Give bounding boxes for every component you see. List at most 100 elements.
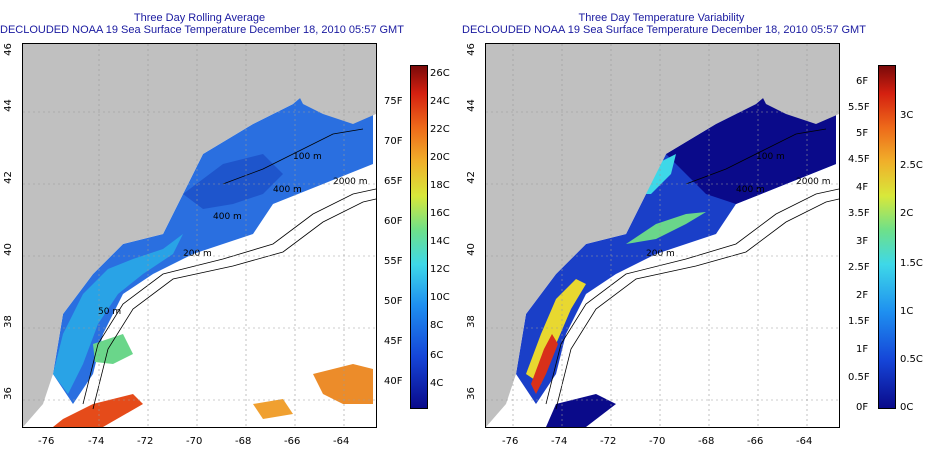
y-tick-label: 42 [465, 171, 477, 184]
colorbar-f-label: 5F [856, 128, 869, 139]
left-land-nova [293, 54, 376, 124]
colorbar-c-label: 18C [430, 180, 450, 191]
colorbar-c-label: 26C [430, 68, 450, 79]
right-contour-200 [545, 188, 839, 405]
x-tick-label: -68 [698, 436, 715, 447]
right-land [486, 44, 839, 427]
y-tick-label: 46 [465, 43, 477, 56]
colorbar-c-label: 1.5C [900, 258, 923, 269]
colorbar-c-label: 2C [900, 208, 914, 219]
right-contour-label: 200 m [646, 249, 675, 259]
x-tick-label: -76 [502, 436, 519, 447]
right-subtitle: DECLOUDED NOAA 19 Sea Surface Temperatur… [462, 24, 866, 36]
x-tick-label: -76 [38, 436, 55, 447]
left-sst-coast-cool [53, 234, 183, 394]
right-contour-label: 100 m [756, 152, 785, 162]
x-tick-label: -64 [333, 436, 350, 447]
colorbar-c-label: 16C [430, 208, 450, 219]
colorbar-c-label: 12C [430, 264, 450, 275]
left-contour-200 [82, 188, 376, 405]
y-tick-label: 40 [2, 243, 14, 256]
left-sst-orange [313, 364, 373, 404]
colorbar-f-label: 3F [856, 236, 869, 247]
right-var-scatter [546, 394, 616, 427]
colorbar-c-label: 4C [430, 378, 444, 389]
right-var-front2 [626, 212, 706, 244]
y-tick-label: 44 [2, 99, 14, 112]
x-tick-label: -66 [747, 436, 764, 447]
left-sst-warm [53, 394, 143, 427]
colorbar-f-label: 65F [384, 176, 403, 187]
colorbar-f-label: 5.5F [848, 102, 870, 113]
left-contour-2000 [92, 198, 376, 410]
left-grid [23, 44, 376, 427]
right-colorbar [878, 65, 896, 409]
colorbar-c-label: 22C [430, 124, 450, 135]
left-contour-label: 400 m [273, 185, 302, 195]
colorbar-c-label: 0.5C [900, 354, 923, 365]
colorbar-f-label: 0F [856, 402, 869, 413]
left-contour-label: 100 m [293, 152, 322, 162]
left-colorbar [410, 65, 428, 409]
x-tick-label: -72 [600, 436, 617, 447]
right-var-front-red [531, 334, 558, 394]
colorbar-f-label: 75F [384, 96, 403, 107]
left-contour-100 [222, 128, 364, 185]
colorbar-f-label: 55F [384, 256, 403, 267]
colorbar-c-label: 2.5C [900, 160, 923, 171]
left-sst-shelf [53, 64, 373, 404]
colorbar-c-label: 0C [900, 402, 914, 413]
colorbar-f-label: 4F [856, 182, 869, 193]
x-tick-label: -72 [137, 436, 154, 447]
colorbar-c-label: 6C [430, 350, 444, 361]
colorbar-f-label: 4.5F [848, 154, 870, 165]
left-sst-orange2 [253, 399, 293, 419]
x-tick-label: -66 [284, 436, 301, 447]
colorbar-f-label: 50F [384, 296, 403, 307]
colorbar-f-label: 1F [856, 344, 869, 355]
y-tick-label: 36 [2, 387, 14, 400]
left-map: 100 m 400 m 2000 m 200 m 400 m 50 m [22, 43, 377, 428]
colorbar-c-label: 24C [430, 96, 450, 107]
right-contour-label: 2000 m [796, 177, 831, 187]
left-sst-inner [183, 154, 283, 209]
right-grid [486, 44, 839, 427]
y-tick-label: 42 [2, 171, 14, 184]
colorbar-f-label: 2.5F [848, 262, 870, 273]
right-title: Three Day Temperature Variability [578, 12, 745, 24]
colorbar-f-label: 3.5F [848, 208, 870, 219]
x-tick-label: -74 [551, 436, 568, 447]
x-tick-label: -64 [796, 436, 813, 447]
left-contour-label: 50 m [98, 307, 121, 317]
y-tick-label: 40 [465, 243, 477, 256]
left-contour-label: 400 m [213, 212, 242, 222]
colorbar-f-label: 40F [384, 376, 403, 387]
right-map: 100 m 400 m 2000 m 200 m [485, 43, 840, 428]
colorbar-c-label: 8C [430, 320, 444, 331]
x-tick-label: -70 [186, 436, 203, 447]
colorbar-c-label: 1C [900, 306, 914, 317]
left-subtitle: DECLOUDED NOAA 19 Sea Surface Temperatur… [0, 24, 404, 36]
colorbar-c-label: 14C [430, 236, 450, 247]
colorbar-f-label: 6F [856, 76, 869, 87]
right-map-svg: 100 m 400 m 2000 m 200 m [486, 44, 839, 427]
colorbar-f-label: 0.5F [848, 372, 870, 383]
y-tick-label: 44 [465, 99, 477, 112]
colorbar-c-label: 10C [430, 292, 450, 303]
left-contour-label: 2000 m [333, 177, 368, 187]
right-land-nova [756, 54, 839, 124]
x-tick-label: -74 [88, 436, 105, 447]
colorbar-c-label: 3C [900, 110, 914, 121]
y-tick-label: 38 [2, 315, 14, 328]
left-title: Three Day Rolling Average [133, 12, 266, 24]
colorbar-f-label: 60F [384, 216, 403, 227]
left-contour-label: 200 m [183, 249, 212, 259]
x-tick-label: -70 [649, 436, 666, 447]
right-contour-2000 [555, 198, 839, 410]
colorbar-f-label: 45F [384, 336, 403, 347]
x-tick-label: -68 [235, 436, 252, 447]
colorbar-f-label: 1.5F [848, 316, 870, 327]
left-land [23, 44, 376, 427]
right-contour-label: 400 m [736, 185, 765, 195]
colorbar-c-label: 20C [430, 152, 450, 163]
